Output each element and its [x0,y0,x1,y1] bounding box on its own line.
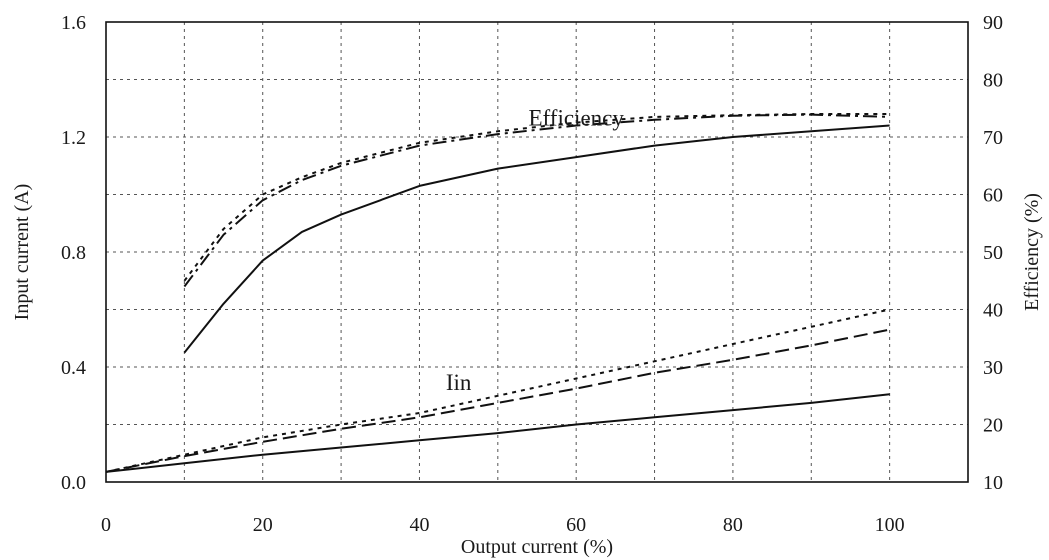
efficiency-series-line-dashdot [183,113,890,288]
y-right-tick-label: 70 [983,127,1003,149]
input-current-series-line-solid [105,393,890,473]
y-axis-right-title: Efficiency (%) [1021,193,1043,311]
x-axis-title: Output current (%) [461,536,613,558]
input-current-series-line-dashed [105,328,890,473]
x-tick-label: 0 [101,514,111,536]
annotation-label: Efficiency [529,106,625,131]
y-right-tick-label: 10 [983,472,1003,494]
grid [106,22,968,482]
y-right-tick-label: 60 [983,185,1003,207]
y-left-tick-label: 0.0 [61,472,86,494]
y-left-tick-label: 1.2 [61,127,86,149]
efficiency-series-line-solid [183,124,890,354]
series-layer [105,113,890,473]
tick-labels: 0 20 40 60 80 100 0.0 0.4 0.8 1.2 1.6 10 20 30 40 50 60 7… [61,12,1003,536]
y-left-tick-label: 0.8 [61,242,86,264]
y-axis-left-title: Input current (A) [11,184,33,321]
y-left-tick-label: 1.6 [61,12,86,34]
y-right-tick-label: 30 [983,357,1003,379]
efficiency-series-line-dotted [183,113,890,282]
input-current-series-line-dotted [105,308,890,473]
x-tick-label: 20 [253,514,273,536]
annotation-label: Iin [446,370,472,395]
y-left-tick-label: 0.4 [61,357,86,379]
plot-frame [105,21,969,483]
annotations: Efficiency Iin [446,106,625,396]
y-right-tick-label: 90 [983,12,1003,34]
y-right-tick-label: 20 [983,415,1003,437]
y-right-tick-label: 80 [983,70,1003,92]
x-tick-label: 80 [723,514,743,536]
x-tick-label: 100 [875,514,905,536]
y-right-tick-label: 50 [983,242,1003,264]
y-right-tick-label: 40 [983,300,1003,322]
x-tick-label: 60 [566,514,586,536]
x-tick-label: 40 [409,514,429,536]
